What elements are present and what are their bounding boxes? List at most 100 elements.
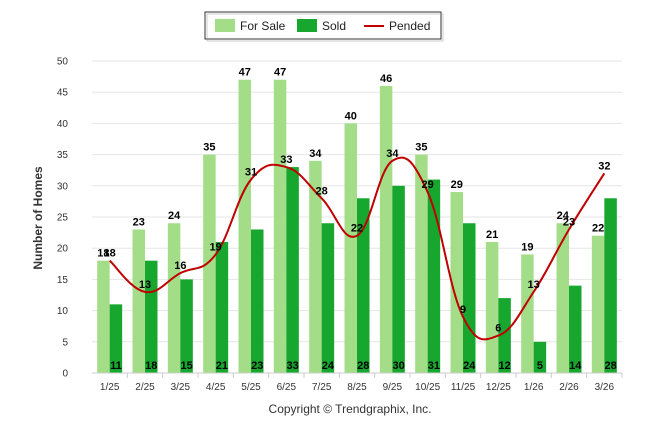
sold-label: 5: [537, 360, 543, 372]
y-tick-label: 10: [57, 306, 69, 317]
sold-label: 18: [145, 360, 157, 372]
for-sale-label: 35: [203, 142, 215, 154]
pended-label: 32: [598, 160, 610, 172]
pended-label: 23: [563, 216, 575, 228]
pended-label: 13: [528, 279, 540, 291]
legend-box: [204, 11, 442, 40]
for-sale-bar: [97, 260, 110, 373]
for-sale-bar: [485, 241, 499, 373]
for-sale-bar: [415, 154, 428, 373]
x-tick-label: 12/25: [486, 382, 511, 393]
pended-label: 13: [139, 279, 151, 291]
legend-swatch: [215, 19, 235, 32]
legend-label: Pended: [389, 19, 430, 33]
x-tick-label: 11/25: [451, 382, 476, 393]
y-axis-label: Number of Homes: [31, 166, 45, 270]
x-tick-label: 3/26: [595, 382, 615, 393]
for-sale-label: 29: [451, 179, 463, 191]
for-sale-bar: [309, 160, 322, 373]
pended-label: 22: [351, 223, 363, 235]
x-tick-label: 7/25: [312, 382, 332, 393]
x-tick-label: 9/25: [383, 382, 403, 393]
legend-label: Sold: [322, 19, 346, 33]
for-sale-label: 40: [345, 110, 357, 122]
x-axis-ticks: 1/25 2/25 3/25 4/25 5/25 6/25 7/25 8/25 9/25 10/2…: [100, 373, 623, 393]
x-tick-label: 3/25: [171, 382, 191, 393]
pended-label: 28: [316, 185, 328, 197]
sold-bar: [357, 198, 370, 373]
sold-label: 23: [251, 360, 263, 372]
y-tick-label: 0: [62, 369, 68, 380]
sold-label: 21: [216, 360, 228, 372]
sold-label: 11: [110, 360, 122, 372]
sold-bar: [321, 223, 335, 373]
pended-label: 31: [245, 167, 257, 179]
y-tick-label: 20: [57, 244, 69, 255]
for-sale-label: 46: [380, 73, 392, 85]
for-sale-label: 24: [557, 210, 570, 222]
for-sale-label: 34: [309, 148, 322, 160]
for-sale-bar: [556, 223, 569, 373]
sold-label: 33: [286, 360, 298, 372]
for-sale-label: 35: [415, 142, 427, 154]
for-sale-label: 19: [521, 241, 533, 253]
sold-bar: [392, 185, 405, 373]
y-tick-label: 5: [62, 337, 68, 348]
sold-label: 14: [569, 360, 582, 372]
copyright-text: Copyright © Trendgraphix, Inc.: [269, 402, 432, 416]
sold-bar: [145, 260, 158, 373]
x-tick-label: 1/26: [524, 382, 544, 393]
y-tick-label: 50: [57, 57, 69, 68]
sold-bar: [286, 167, 299, 373]
sold-bar: [180, 279, 193, 373]
for-sale-bar: [591, 235, 605, 373]
for-sale-label: 47: [239, 67, 251, 79]
x-tick-label: 2/25: [135, 382, 155, 393]
legend-label: For Sale: [240, 19, 286, 33]
sold-bar: [251, 229, 264, 373]
pended-label: 33: [280, 154, 292, 166]
pended-label: 34: [386, 148, 399, 160]
x-tick-label: 8/25: [347, 382, 367, 393]
for-sale-bar: [344, 123, 357, 374]
sold-bar: [215, 241, 229, 373]
sold-bar: [109, 304, 123, 373]
legend-swatch: [297, 19, 317, 32]
sold-label: 24: [322, 360, 335, 372]
sold-label: 30: [392, 360, 404, 372]
x-tick-label: 6/25: [277, 382, 297, 393]
sold-label: 15: [180, 360, 192, 372]
x-tick-label: 10/25: [415, 382, 440, 393]
for-sale-bar: [521, 254, 534, 373]
for-sale-bar: [203, 154, 216, 373]
y-tick-label: 30: [57, 181, 69, 192]
sold-label: 31: [428, 360, 440, 372]
for-sale-label: 47: [274, 67, 286, 79]
for-sale-label: 24: [168, 210, 181, 222]
for-sale-bar: [450, 192, 463, 373]
pended-label: 18: [104, 248, 116, 260]
sold-label: 28: [604, 360, 616, 372]
for-sale-label: 21: [486, 229, 498, 241]
for-sale-label: 23: [133, 216, 145, 228]
for-sale-label: 22: [592, 223, 604, 235]
x-tick-label: 5/25: [241, 382, 261, 393]
y-axis-ticks: 0 5 10 15 20 25 30 35 40 45 50: [57, 57, 69, 380]
sold-bar: [533, 341, 547, 373]
for-sale-bar: [238, 79, 251, 373]
sold-bar: [569, 285, 582, 373]
x-tick-label: 4/25: [206, 382, 226, 393]
y-tick-label: 40: [57, 119, 69, 130]
x-tick-label: 2/26: [559, 382, 579, 393]
sold-bar: [427, 179, 441, 373]
sold-bar: [463, 223, 476, 373]
pended-label: 9: [460, 304, 466, 316]
legend: For Sale Sold Pended: [204, 11, 444, 42]
sold-label: 28: [357, 360, 369, 372]
sold-label: 12: [498, 360, 510, 372]
pended-label: 16: [174, 260, 186, 272]
pended-label: 29: [422, 179, 434, 191]
bars: [97, 79, 617, 374]
